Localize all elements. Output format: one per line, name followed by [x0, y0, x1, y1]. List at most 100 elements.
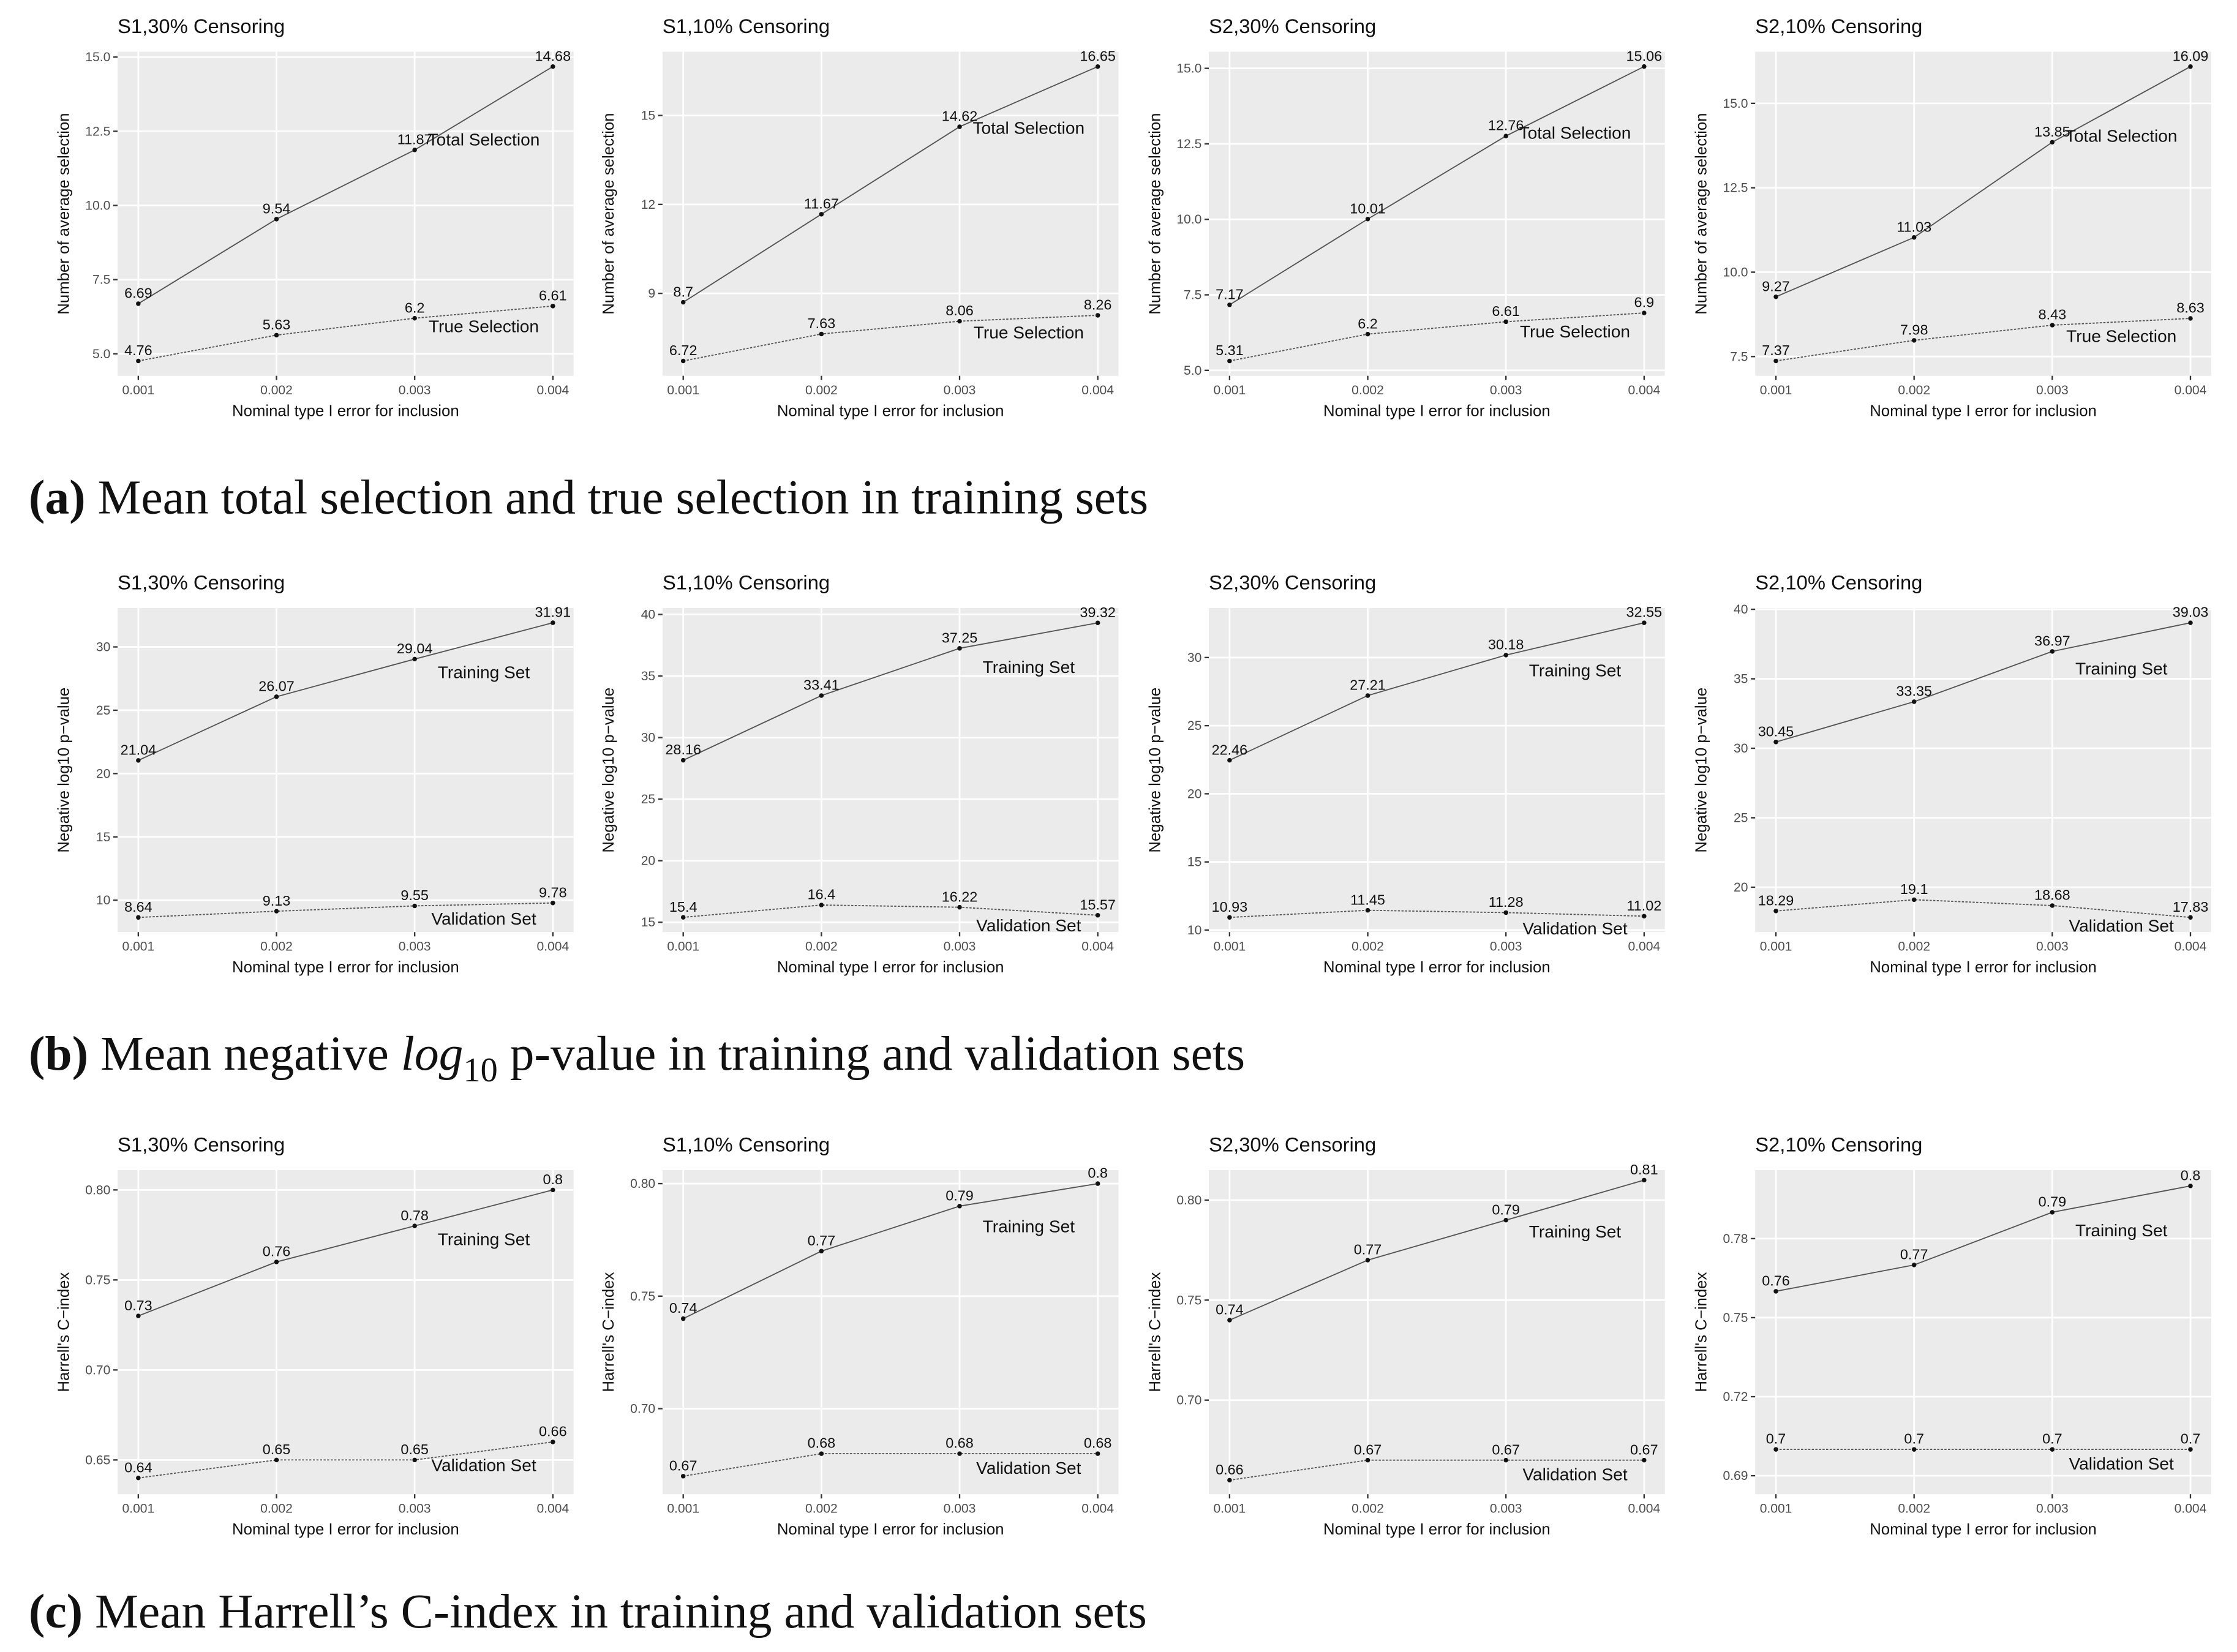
series-line	[138, 1189, 554, 1317]
data-point	[412, 903, 417, 909]
x-tick-label: 0.003	[2036, 940, 2069, 954]
y-tick-label: 20	[1734, 880, 1748, 895]
series-annotation: True Selection	[429, 317, 539, 336]
data-label: 9.55	[400, 887, 429, 903]
data-label: 0.73	[124, 1297, 152, 1313]
series-annotation: Training Set	[1529, 1222, 1622, 1241]
data-label: 30.18	[1488, 636, 1524, 652]
data-point	[1227, 915, 1232, 920]
y-tick-label: 15.0	[1176, 62, 1201, 76]
x-tick-label: 0.004	[1628, 940, 1660, 954]
y-tick-label: 0.75	[630, 1290, 655, 1304]
series-annotation: Validation Set	[976, 916, 1081, 935]
data-point	[136, 358, 141, 364]
x-tick-label: 0.003	[944, 1502, 976, 1516]
data-label: 0.76	[263, 1244, 291, 1260]
y-tick-label: 40	[641, 608, 655, 622]
x-axis-label: Nominal type I error for inclusion	[1870, 959, 2097, 976]
data-label: 0.8	[2181, 1167, 2201, 1183]
data-point	[1911, 235, 1917, 240]
y-tick-label: 10.0	[1176, 212, 1201, 227]
y-tick-label: 0.72	[1723, 1390, 1748, 1404]
x-tick-label: 0.001	[1214, 940, 1246, 954]
series-line	[1229, 622, 1645, 761]
data-label: 21.04	[121, 742, 157, 757]
y-tick-label: 0.70	[630, 1402, 655, 1416]
data-point	[819, 693, 824, 698]
x-tick-label: 0.002	[260, 1502, 293, 1516]
data-label: 11.45	[1350, 892, 1385, 907]
series-annotation: Validation Set	[1522, 919, 1627, 938]
data-point	[274, 1260, 279, 1264]
data-label: 8.26	[1084, 297, 1112, 313]
data-label: 16.22	[942, 888, 978, 904]
data-point	[1911, 699, 1917, 704]
data-point	[1503, 910, 1508, 915]
data-label: 0.66	[1216, 1462, 1244, 1477]
data-label: 12.76	[1488, 118, 1524, 133]
caption-text: Mean total selection and true selection …	[86, 471, 1148, 525]
series-line	[1775, 1185, 2191, 1292]
x-tick-label: 0.001	[122, 1502, 155, 1516]
data-point	[957, 646, 962, 651]
data-point	[412, 315, 417, 321]
data-point	[957, 124, 962, 129]
y-tick-label: 0.69	[1723, 1469, 1748, 1483]
x-tick-label: 0.001	[1214, 383, 1246, 397]
data-label: 6.61	[1492, 303, 1520, 319]
plot-background	[118, 1170, 574, 1495]
y-tick-label: 0.75	[1176, 1293, 1201, 1307]
series-line	[138, 1441, 553, 1479]
x-tick-label: 0.004	[2175, 383, 2207, 397]
data-label: 5.63	[263, 317, 291, 332]
x-axis-label: Nominal type I error for inclusion	[1323, 402, 1551, 419]
data-point	[136, 915, 141, 920]
y-axis-label: Number of average selection	[1693, 113, 1710, 314]
data-label: 0.65	[263, 1441, 291, 1457]
data-point	[957, 1451, 962, 1456]
data-label: 36.97	[2034, 633, 2070, 649]
y-tick-label: 5.0	[1184, 364, 1201, 378]
chart-title: S2,30% Censoring	[1209, 15, 1376, 37]
x-tick-label: 0.001	[667, 383, 699, 397]
data-label: 6.2	[405, 299, 425, 315]
data-label: 11.28	[1489, 894, 1524, 910]
series-line	[683, 315, 1098, 362]
data-point	[1365, 907, 1370, 913]
caption-text: Mean negative	[88, 1027, 401, 1081]
data-point	[274, 694, 279, 699]
data-point	[551, 900, 555, 906]
data-point	[819, 331, 824, 337]
chart-title: S2,10% Censoring	[1755, 15, 1922, 37]
data-label: 8.63	[2176, 300, 2205, 316]
data-label: 0.68	[946, 1435, 974, 1451]
series-annotation: Training Set	[983, 658, 1075, 677]
x-tick-label: 0.001	[122, 940, 155, 954]
series-line	[683, 1183, 1098, 1320]
plot-background	[1209, 51, 1665, 376]
y-tick-label: 12	[641, 198, 655, 212]
y-axis-label: Number of average selection	[1146, 113, 1164, 314]
data-label: 0.81	[1630, 1162, 1658, 1177]
chart-title: S1,30% Censoring	[118, 571, 285, 594]
y-tick-label: 15	[641, 915, 655, 929]
data-point	[680, 358, 686, 364]
data-label: 13.85	[2034, 124, 2070, 140]
x-tick-label: 0.002	[805, 940, 838, 954]
data-label: 17.83	[2173, 899, 2209, 915]
plot-background	[1755, 608, 2211, 933]
data-label: 8.7	[673, 283, 693, 299]
data-label: 7.17	[1216, 286, 1244, 302]
caption-label: (a)	[29, 471, 86, 525]
data-label: 6.9	[1634, 295, 1655, 310]
data-label: 0.78	[400, 1207, 429, 1223]
x-axis-label: Nominal type I error for inclusion	[777, 402, 1004, 419]
x-axis-label: Nominal type I error for inclusion	[1870, 1521, 2097, 1538]
data-label: 18.29	[1758, 892, 1794, 908]
series-annotation: Training Set	[2075, 1221, 2168, 1240]
plot-background	[1209, 1170, 1665, 1495]
y-tick-label: 12.5	[1176, 137, 1201, 151]
y-tick-label: 7.5	[92, 273, 110, 287]
data-label: 11.67	[804, 195, 839, 211]
y-tick-label: 30	[1734, 742, 1748, 756]
